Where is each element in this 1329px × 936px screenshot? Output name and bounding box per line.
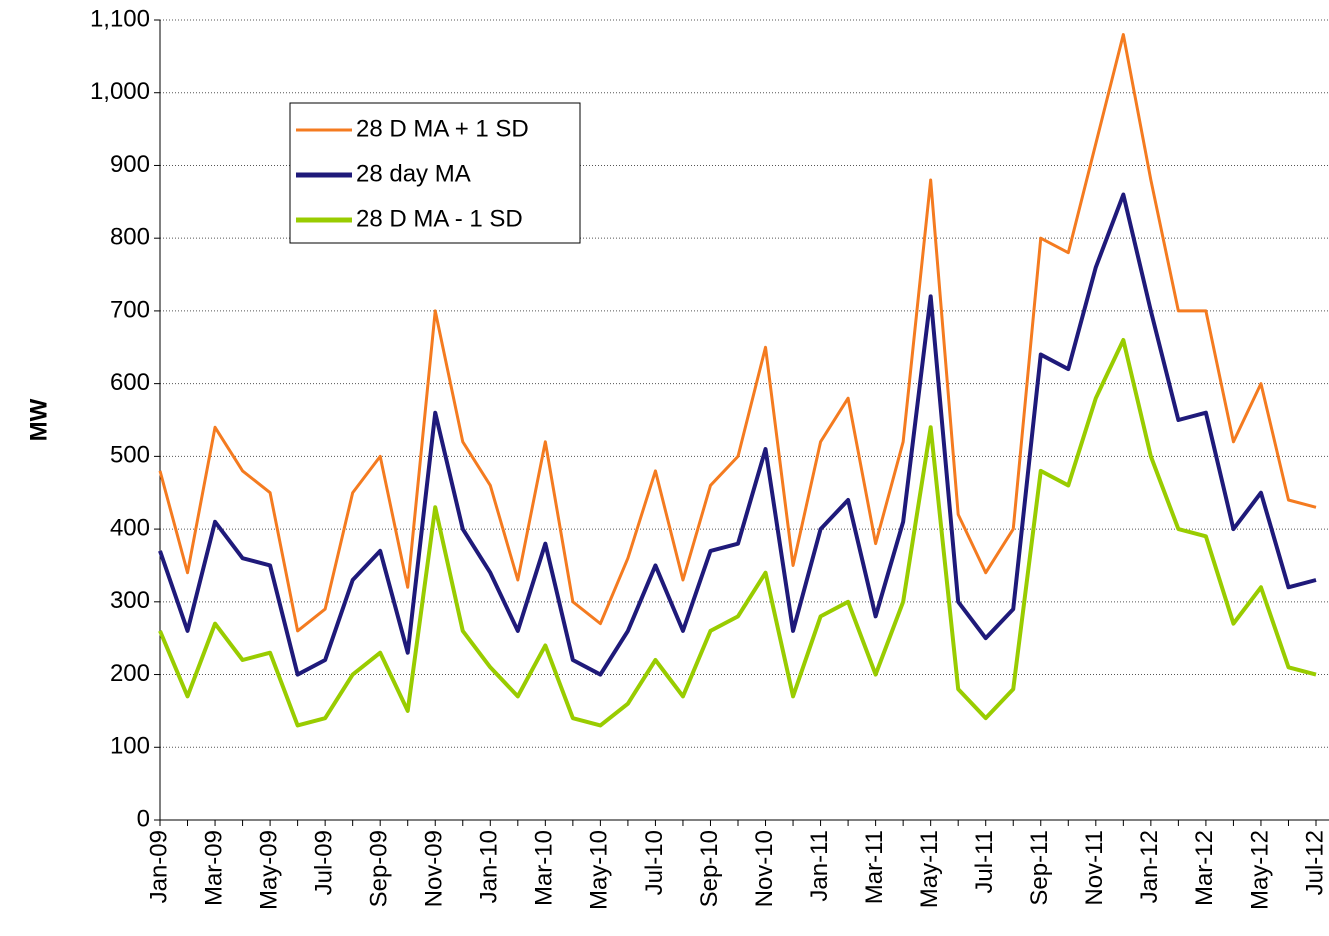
x-tick-label: Jan-12 [1136, 830, 1163, 903]
x-tick-label: May-12 [1246, 830, 1273, 910]
x-tick-label: Jan-10 [476, 830, 503, 903]
x-tick-label: Sep-09 [366, 830, 393, 907]
series-line [158, 192, 1317, 677]
y-tick-label: 400 [110, 514, 150, 541]
x-tick-label: Jul-12 [1301, 830, 1328, 895]
x-tick-label: Nov-10 [751, 830, 778, 907]
y-tick-label: 1,100 [90, 5, 150, 32]
y-tick-label: 500 [110, 442, 150, 469]
series-line [158, 33, 1317, 633]
x-tick-label: Mar-12 [1191, 830, 1218, 906]
x-tick-label: Mar-10 [531, 830, 558, 906]
x-tick-label: Jan-11 [806, 830, 833, 902]
x-tick-label: May-09 [255, 830, 282, 910]
x-tick-label: Jul-09 [310, 830, 337, 895]
y-tick-label: 300 [110, 587, 150, 614]
y-tick-label: 1,000 [90, 78, 150, 105]
x-tick-label: May-11 [916, 830, 943, 908]
series-line [158, 338, 1317, 728]
x-tick-label: Mar-09 [200, 830, 227, 906]
legend-label: 28 day MA [356, 160, 471, 187]
legend-label: 28 D MA - 1 SD [356, 205, 523, 232]
x-tick-label: Sep-10 [696, 830, 723, 907]
x-tick-label: Sep-11 [1026, 830, 1053, 906]
y-tick-label: 200 [110, 660, 150, 687]
y-tick-label: 900 [110, 151, 150, 178]
x-tick-label: Nov-09 [421, 830, 448, 907]
y-axis-label: MW [25, 398, 52, 441]
legend-label: 28 D MA + 1 SD [356, 115, 529, 142]
x-tick-label: Jul-11 [971, 830, 998, 894]
x-tick-label: May-10 [586, 830, 613, 910]
y-tick-label: 700 [110, 296, 150, 323]
y-tick-label: 600 [110, 369, 150, 396]
x-tick-label: Nov-11 [1081, 830, 1108, 906]
y-tick-label: 800 [110, 224, 150, 251]
x-tick-label: Jul-10 [641, 830, 668, 895]
y-tick-label: 100 [110, 733, 150, 760]
x-tick-label: Jan-09 [145, 830, 172, 903]
y-tick-label: 0 [137, 805, 150, 832]
x-tick-label: Mar-11 [861, 830, 888, 904]
